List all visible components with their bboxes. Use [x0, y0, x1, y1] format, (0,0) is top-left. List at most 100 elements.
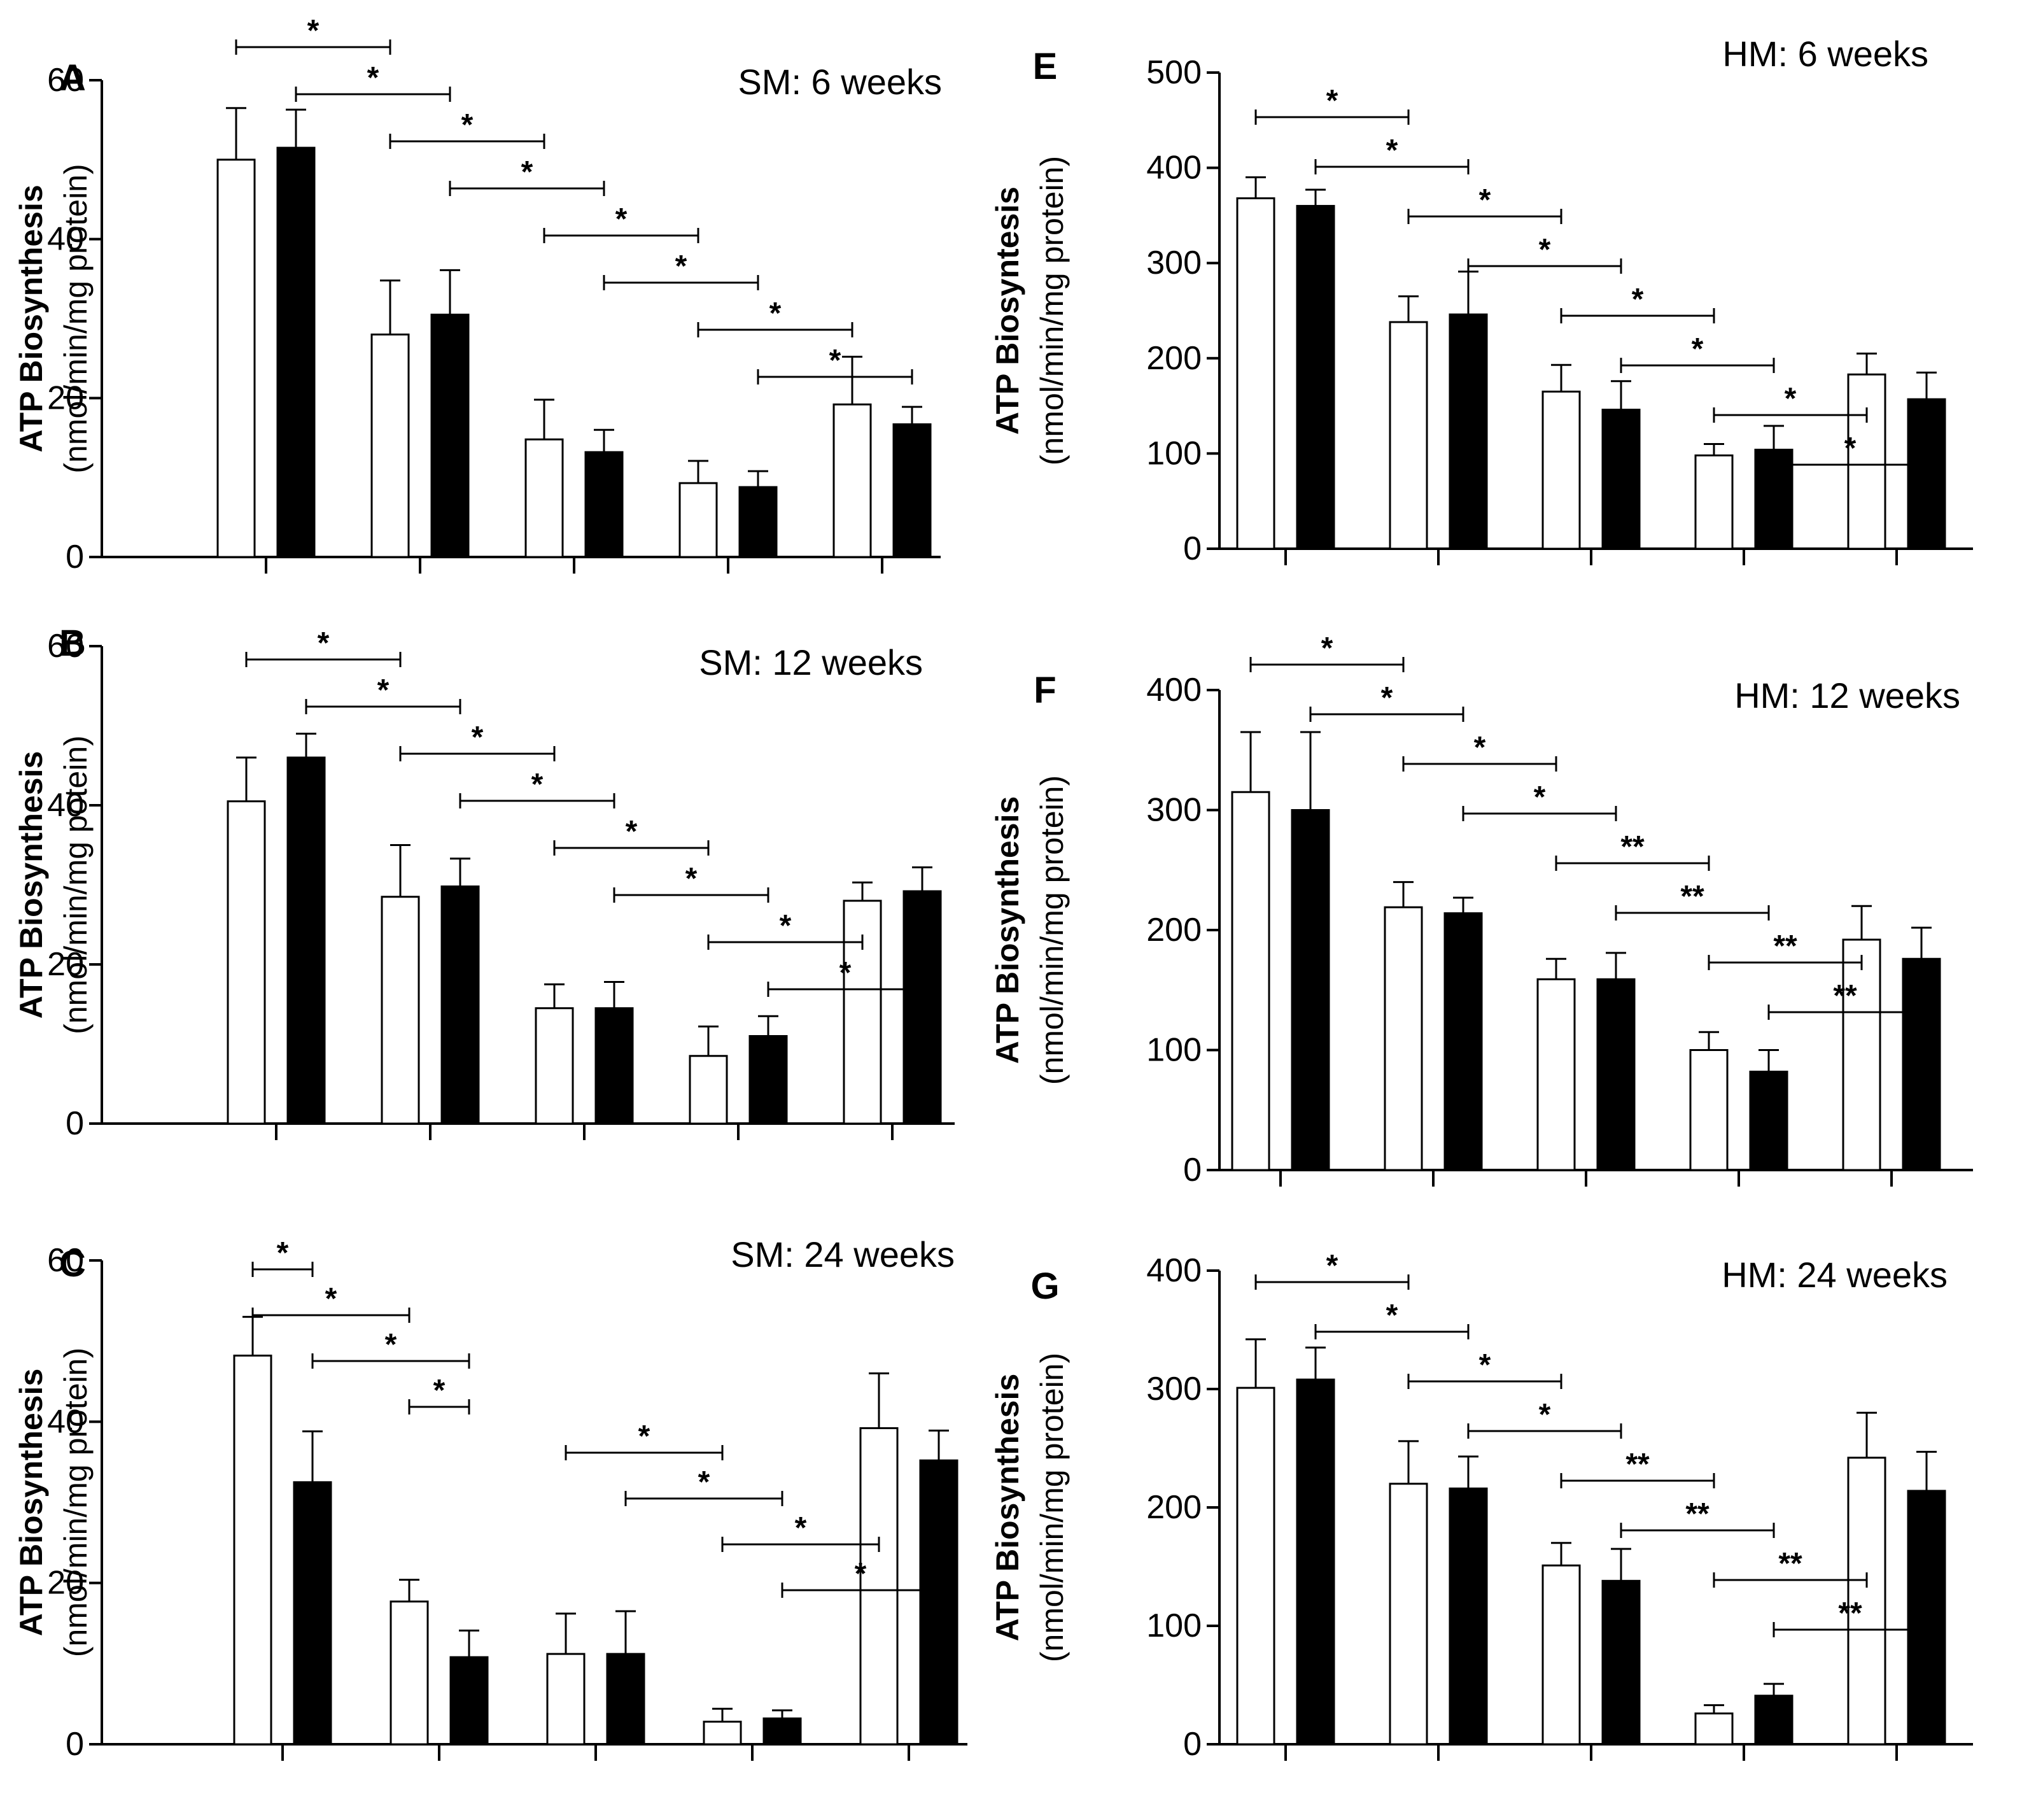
significance-label: * — [472, 721, 484, 754]
bar-open — [843, 899, 882, 1125]
significance-label: ** — [1838, 1597, 1862, 1630]
significance-label: * — [839, 956, 852, 990]
bar-filled — [1902, 957, 1941, 1171]
y-axis-label: ATP Biosynthesis — [13, 185, 49, 452]
significance-label: * — [325, 1282, 337, 1316]
y-tick-label: 100 — [1146, 1607, 1202, 1644]
bar-open — [1536, 978, 1576, 1171]
y-axis-label: ATP Biosyntesis — [990, 187, 1025, 435]
bar-filled — [1754, 1695, 1794, 1746]
bar-filled — [1601, 1579, 1641, 1746]
bar-filled — [1596, 978, 1636, 1171]
bar-filled — [430, 313, 470, 558]
bar-open — [381, 896, 420, 1125]
significance-label: * — [795, 1511, 807, 1545]
significance-label: * — [1326, 84, 1338, 118]
y-tick-label: 400 — [1146, 1252, 1202, 1289]
y-tick-label: 40 — [47, 1403, 84, 1440]
bar-open — [216, 159, 256, 558]
significance-label: * — [521, 155, 533, 189]
y-tick-label: 60 — [47, 628, 84, 665]
y-tick-label: 60 — [47, 1242, 84, 1279]
y-tick-label: 100 — [1146, 435, 1202, 472]
bar-open — [859, 1427, 899, 1746]
significance-label: * — [1479, 1348, 1491, 1382]
y-tick-label: 60 — [47, 62, 84, 99]
bar-open — [703, 1721, 742, 1746]
panel-e: 0 100 200 300 400 500 * * * * * * * * E HM: 6 weeks ATP … — [990, 34, 1973, 567]
significance-label: ** — [1778, 1547, 1802, 1581]
bar-open — [233, 1354, 272, 1746]
y-tick-label: 300 — [1146, 244, 1202, 281]
bar-open — [535, 1007, 574, 1125]
bar-open — [1231, 791, 1270, 1171]
bar-open — [1541, 390, 1581, 550]
bar-filled — [1291, 809, 1330, 1171]
bar-open — [390, 1600, 429, 1746]
y-tick-label: 100 — [1146, 1032, 1202, 1069]
bar-filled — [1907, 398, 1946, 550]
panel-title: SM: 24 weeks — [731, 1234, 955, 1274]
panel-c: 0 20 40 60 * * * * * * * * C SM: 24 weeks ATP Biosynth… — [13, 1234, 967, 1763]
bar-filled — [1749, 1070, 1788, 1171]
bar-open — [1689, 1049, 1729, 1171]
bar-filled — [449, 1656, 489, 1746]
bar-open — [832, 403, 872, 558]
significance-label: * — [1321, 631, 1333, 665]
significance-label: * — [461, 108, 474, 142]
significance-label: ** — [1685, 1497, 1710, 1531]
significance-label: * — [626, 815, 638, 849]
bar-open — [1694, 1712, 1734, 1746]
significance-label: * — [1474, 731, 1486, 765]
y-axis-label: ATP Biosynthesis — [13, 1369, 49, 1636]
y-tick-label: 200 — [1146, 340, 1202, 377]
y-tick-label: 0 — [66, 1105, 84, 1142]
bar-open — [1847, 373, 1886, 550]
bar-filled — [762, 1717, 802, 1746]
panel-letter: B — [59, 623, 86, 664]
significance-label: * — [855, 1557, 867, 1591]
y-tick-label: 200 — [1146, 912, 1202, 949]
panel-a: 0 20 40 60 * * * * * * * * A SM: 6 weeks ATP Biosynthe… — [13, 14, 942, 575]
y-tick-label: 0 — [1183, 1152, 1202, 1189]
significance-label: ** — [1620, 830, 1645, 864]
bar-filled — [276, 146, 316, 558]
significance-label: * — [1386, 134, 1398, 167]
significance-label: * — [377, 674, 390, 707]
bar-filled — [1449, 1487, 1488, 1746]
significance-label: ** — [1833, 979, 1857, 1013]
bar-open — [227, 800, 266, 1125]
bar-open — [1236, 1386, 1275, 1746]
significance-label: * — [1539, 1398, 1551, 1432]
significance-label: * — [1785, 382, 1797, 416]
panel-letter: E — [1033, 46, 1058, 87]
bar-filled — [1907, 1490, 1946, 1746]
significance-label: ** — [1625, 1448, 1650, 1481]
y-tick-label: 0 — [66, 539, 84, 575]
bar-filled — [606, 1653, 645, 1746]
significance-label: * — [769, 297, 782, 330]
y-tick-label: 20 — [47, 379, 84, 416]
bar-filled — [293, 1481, 332, 1746]
bar-open — [1694, 454, 1734, 550]
significance-label: * — [1844, 432, 1857, 465]
bar-open — [524, 438, 564, 558]
panel-title: HM: 6 weeks — [1722, 34, 1928, 74]
y-tick-label: 400 — [1146, 672, 1202, 709]
significance-label: * — [1381, 681, 1393, 715]
y-tick-label: 40 — [47, 221, 84, 258]
bar-open — [546, 1653, 586, 1746]
significance-label: * — [1326, 1249, 1338, 1283]
y-axis-label: ATP Biosynthesis — [990, 1374, 1025, 1641]
bar-filled — [738, 486, 778, 558]
significance-label: * — [385, 1328, 397, 1362]
y-tick-label: 20 — [47, 946, 84, 983]
panel-title: HM: 24 weeks — [1722, 1255, 1948, 1295]
y-axis-label-units: (nmol/min/mg potein) — [58, 735, 94, 1034]
bar-filled — [1449, 313, 1488, 550]
significance-label: * — [318, 626, 330, 660]
bar-open — [1541, 1564, 1581, 1746]
significance-label: * — [829, 344, 841, 377]
y-tick-label: 0 — [1183, 530, 1202, 567]
